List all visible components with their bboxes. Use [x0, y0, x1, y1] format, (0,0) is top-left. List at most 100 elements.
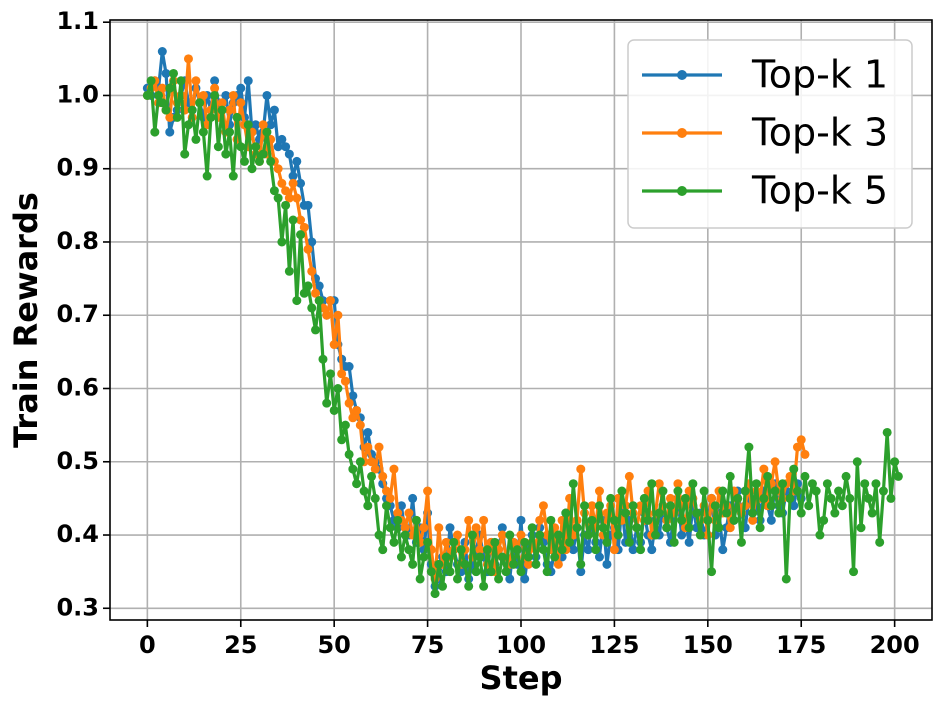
point: [621, 508, 631, 518]
point: [748, 508, 758, 518]
point: [299, 222, 309, 232]
point: [718, 545, 728, 555]
point: [243, 120, 253, 130]
point: [307, 266, 317, 276]
point: [337, 435, 347, 445]
point: [553, 530, 563, 540]
point: [860, 479, 870, 489]
point: [273, 193, 283, 203]
point: [329, 405, 339, 415]
point: [273, 142, 283, 152]
point: [591, 545, 601, 555]
point: [875, 537, 885, 547]
series-line: [145, 71, 900, 596]
point: [411, 515, 421, 525]
point: [471, 523, 481, 533]
point: [240, 156, 250, 166]
point: [800, 449, 810, 459]
point: [157, 83, 167, 93]
point: [822, 479, 832, 489]
point: [792, 486, 802, 496]
point: [169, 68, 179, 78]
point: [385, 523, 395, 533]
point: [404, 508, 414, 518]
x-tick-label: 200: [870, 631, 920, 659]
y-tick-label: 0.9: [56, 154, 99, 182]
legend-label: Top-k 1: [751, 53, 888, 97]
point: [161, 68, 171, 78]
point: [408, 559, 418, 569]
point: [763, 471, 773, 481]
legend-label: Top-k 3: [751, 111, 888, 155]
point: [501, 567, 511, 577]
point: [849, 567, 859, 577]
point: [725, 523, 735, 533]
point: [277, 237, 287, 247]
point: [277, 134, 287, 144]
point: [811, 486, 821, 496]
x-tick-label: 150: [683, 631, 733, 659]
point: [654, 508, 664, 518]
point: [553, 559, 563, 569]
point: [206, 112, 216, 122]
point: [266, 120, 276, 130]
point: [535, 515, 545, 525]
point: [729, 515, 739, 525]
point: [789, 464, 799, 474]
point: [509, 559, 519, 569]
point: [714, 523, 724, 533]
point: [221, 90, 231, 100]
point: [254, 156, 264, 166]
point: [819, 515, 829, 525]
point: [497, 552, 507, 562]
point: [800, 471, 810, 481]
point: [307, 237, 317, 247]
point: [217, 105, 227, 115]
point: [172, 112, 182, 122]
point: [684, 523, 694, 533]
point: [598, 523, 608, 533]
point: [251, 120, 261, 130]
point: [651, 530, 661, 540]
point: [389, 464, 399, 474]
point: [785, 493, 795, 503]
point: [449, 537, 459, 547]
point: [157, 98, 167, 108]
point: [497, 530, 507, 540]
point: [430, 589, 440, 599]
point: [322, 398, 332, 408]
point: [736, 537, 746, 547]
point: [434, 559, 444, 569]
point: [277, 178, 287, 188]
point: [766, 501, 776, 511]
x-tick-label: 100: [496, 631, 546, 659]
point: [535, 530, 545, 540]
point: [183, 120, 193, 130]
point: [834, 486, 844, 496]
point: [393, 508, 403, 518]
point: [568, 479, 578, 489]
point: [198, 127, 208, 137]
point: [213, 142, 223, 152]
point: [423, 537, 433, 547]
legend-label: Top-k 5: [751, 169, 888, 213]
point: [337, 369, 347, 379]
point: [886, 493, 896, 503]
point: [770, 457, 780, 467]
point: [183, 54, 193, 64]
point: [837, 501, 847, 511]
point: [243, 76, 253, 86]
point: [281, 142, 291, 152]
point: [165, 83, 175, 93]
point: [467, 530, 477, 540]
point: [781, 574, 791, 584]
point: [673, 486, 683, 496]
point: [830, 508, 840, 518]
point: [602, 559, 612, 569]
point: [684, 537, 694, 547]
y-tick-label: 1.0: [56, 80, 99, 108]
point: [479, 515, 489, 525]
point: [609, 545, 619, 555]
point: [520, 537, 530, 547]
